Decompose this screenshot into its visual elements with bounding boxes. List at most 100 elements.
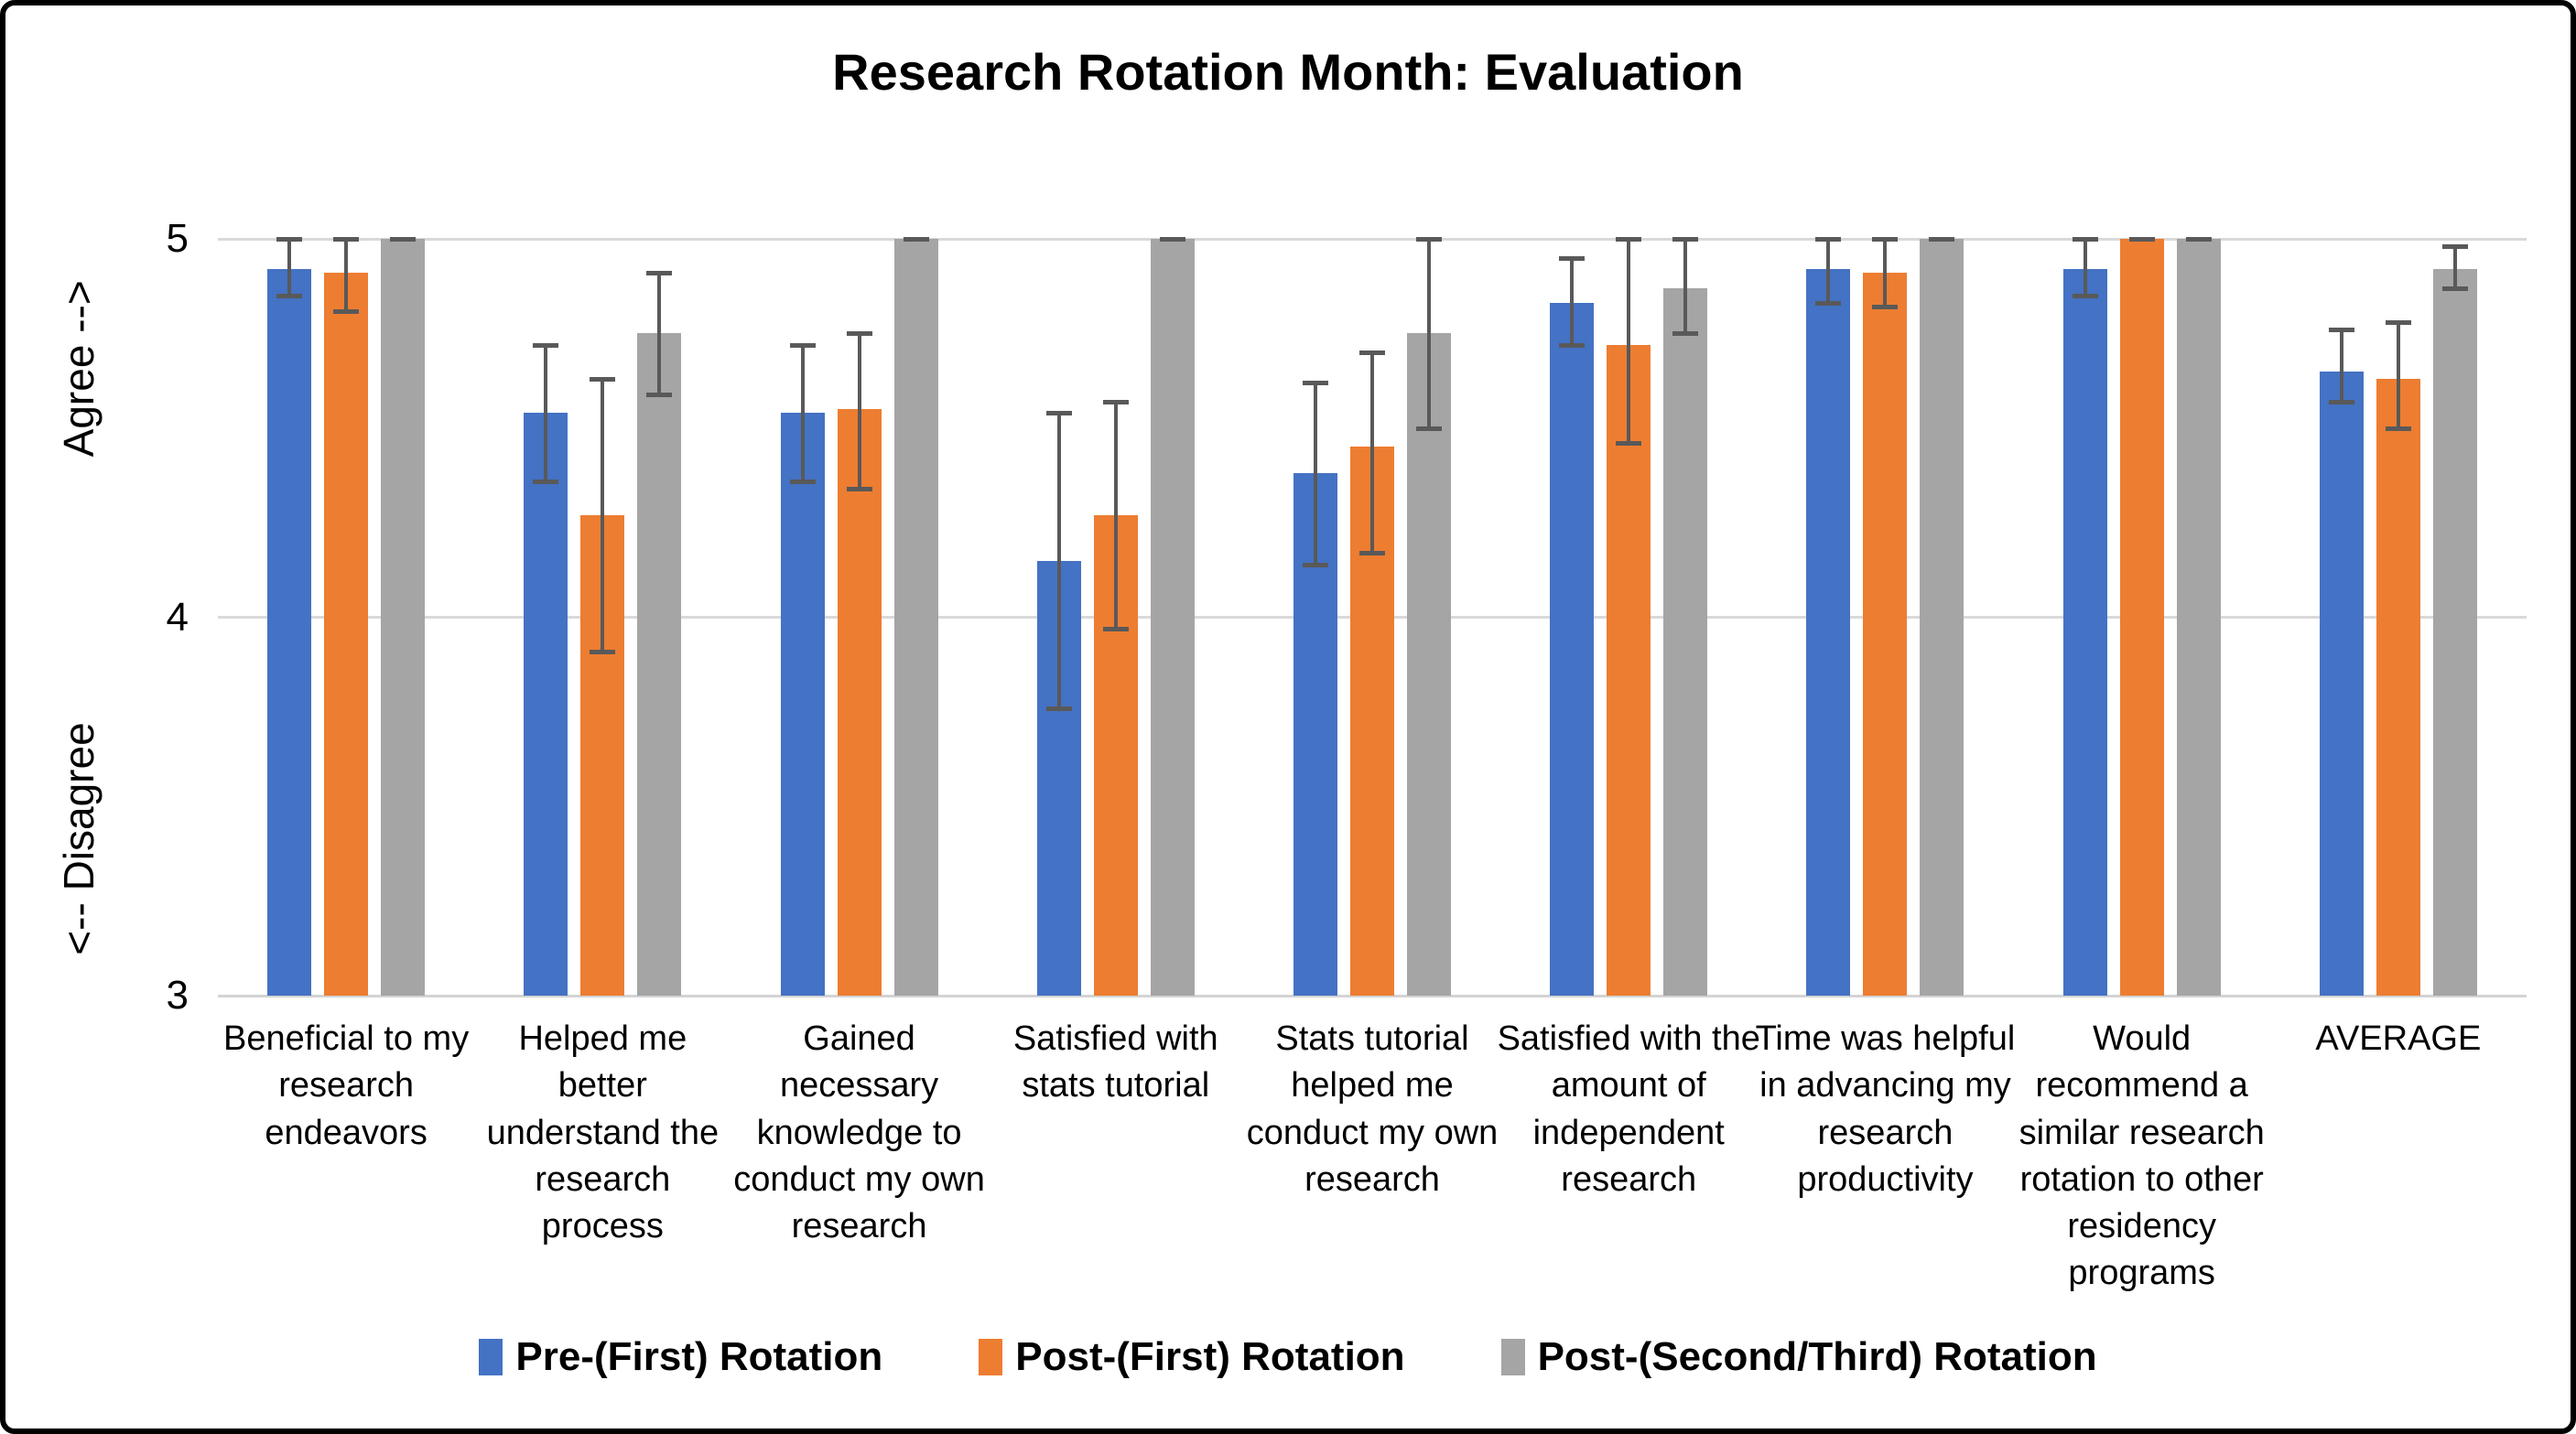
bar-series3-cat9 xyxy=(2432,269,2477,996)
category-label-5: Stats tutorial helped me conduct my own … xyxy=(1246,1019,1499,1199)
error-bar-cap-bottom xyxy=(903,237,929,242)
error-bar-cap-bottom xyxy=(333,308,360,314)
category-label-1: Beneficial to my research endeavors xyxy=(222,1019,470,1152)
error-bar-cap-bottom xyxy=(2185,237,2212,242)
error-bar-line xyxy=(1883,239,1888,307)
error-bar-cap-top xyxy=(590,377,616,382)
error-bar-cap-bottom xyxy=(1359,551,1385,556)
bar-series1-cat8 xyxy=(2062,269,2107,996)
bar-series2-cat9 xyxy=(2376,379,2420,996)
bar-series1-cat9 xyxy=(2319,371,2364,996)
bar-series3-cat6 xyxy=(1663,287,1708,996)
bar-series1-cat7 xyxy=(1806,269,1851,996)
error-bar-cap-bottom xyxy=(1159,237,1185,242)
error-bar-cap-bottom xyxy=(390,237,417,242)
error-bar-cap-bottom xyxy=(1303,562,1328,567)
error-bar-cap-top xyxy=(533,342,559,348)
error-bar-cap-top xyxy=(646,271,673,276)
error-bar-cap-top xyxy=(1416,237,1442,242)
error-bar-cap-bottom xyxy=(846,486,872,491)
bar-series2-cat8 xyxy=(2119,239,2164,996)
error-bar-cap-bottom xyxy=(1872,305,1899,310)
legend-item-post-first: Post-(First) Rotation xyxy=(979,1334,1405,1380)
legend-label-post-second-third: Post-(Second/Third) Rotation xyxy=(1537,1334,2097,1379)
legend-label-pre-first: Pre-(First) Rotation xyxy=(515,1334,883,1379)
error-bar-cap-top xyxy=(1102,399,1129,404)
y-tick-label-5: 5 xyxy=(166,216,189,261)
error-bar-line xyxy=(1570,257,1575,345)
legend-item-post-second-third: Post-(Second/Third) Rotation xyxy=(1500,1334,2097,1380)
error-bar-cap-bottom xyxy=(1929,237,1955,242)
gridline-3-baseline xyxy=(218,995,2527,997)
y-tick-label-3: 3 xyxy=(166,973,189,1018)
bar-series3-cat4 xyxy=(1150,239,1195,996)
error-bar-line xyxy=(1314,383,1317,565)
bar-series2-cat3 xyxy=(837,409,882,996)
error-bar-cap-bottom xyxy=(1102,626,1129,631)
category-label-9: AVERAGE xyxy=(2315,1019,2482,1058)
bar-series3-cat3 xyxy=(893,239,938,996)
error-bar-line xyxy=(2339,329,2343,402)
y-axis-title-agree: Agree --> xyxy=(55,279,103,457)
error-bar-line xyxy=(2083,239,2087,296)
chart-title: Research Rotation Month: Evaluation xyxy=(832,43,1744,101)
error-bar-cap-bottom xyxy=(646,392,673,397)
error-bar-line xyxy=(1427,239,1431,428)
error-bar-line xyxy=(1826,239,1831,304)
category-axis: Beneficial to my research endeavors Help… xyxy=(218,1016,2527,1298)
bar-series3-cat5 xyxy=(1407,333,1451,996)
error-bar-line xyxy=(1627,239,1631,444)
error-bar-cap-bottom xyxy=(1616,441,1642,447)
error-bar-line xyxy=(800,344,805,481)
error-bar-cap-top xyxy=(1672,237,1699,242)
error-bar-line xyxy=(544,344,548,481)
error-bar-cap-bottom xyxy=(1815,301,1842,307)
error-bar-line xyxy=(657,273,662,394)
legend-item-pre-first: Pre-(First) Rotation xyxy=(479,1334,882,1380)
error-bar-cap-bottom xyxy=(1045,706,1072,711)
y-axis-ticks: 5 4 3 xyxy=(106,216,189,1018)
legend-marker-blue-icon xyxy=(479,1339,503,1375)
error-bar-line xyxy=(1683,239,1688,334)
category-label-6: Satisfied with the amount of independent… xyxy=(1497,1019,1760,1199)
category-label-7: Time was helpful in advancing my researc… xyxy=(1755,1019,2016,1199)
error-bar-line xyxy=(857,333,861,489)
error-bar-cap-top xyxy=(1045,411,1072,416)
gridline-5 xyxy=(218,238,2527,241)
error-bar-cap-top xyxy=(276,237,303,242)
error-bar-cap-bottom xyxy=(1559,342,1586,348)
error-bar-cap-top xyxy=(2072,237,2098,242)
error-bar-cap-bottom xyxy=(1672,331,1699,337)
category-label-4: Satisfied with stats tutorial xyxy=(1012,1019,1218,1105)
error-bar-cap-top xyxy=(1303,381,1328,386)
category-label-3: Gained necessary knowledge to conduct my… xyxy=(733,1019,985,1246)
error-bar-cap-bottom xyxy=(2441,286,2468,291)
error-bar-line xyxy=(344,239,349,311)
y-tick-label-4: 4 xyxy=(166,594,189,640)
error-bar-cap-bottom xyxy=(590,649,616,654)
bar-series3-cat7 xyxy=(1920,239,1964,996)
error-bar-cap-top xyxy=(2441,244,2468,250)
bar-series2-cat6 xyxy=(1607,344,1651,996)
legend: Pre-(First) Rotation Post-(First) Rotati… xyxy=(5,1334,2571,1380)
error-bar-line xyxy=(287,239,292,296)
bar-series1-cat3 xyxy=(780,413,825,996)
category-label-2: Helped me better understand the research… xyxy=(486,1019,720,1246)
error-bar-cap-bottom xyxy=(276,294,303,298)
y-axis-title-disagree: <-- Disagree xyxy=(55,721,103,955)
error-bar-cap-top xyxy=(1616,237,1642,242)
bar-series1-cat2 xyxy=(524,413,568,996)
error-bar-cap-top xyxy=(2328,328,2354,333)
error-bar-line xyxy=(1370,352,1374,554)
error-bar-cap-bottom xyxy=(2128,237,2155,242)
error-bar-cap-top xyxy=(1359,350,1385,355)
error-bar-cap-bottom xyxy=(2328,399,2354,404)
bar-series2-cat7 xyxy=(1863,273,1908,996)
bar-series3-cat8 xyxy=(2176,239,2221,996)
bar-series3-cat2 xyxy=(637,333,682,996)
bar-series1-cat6 xyxy=(1550,303,1595,996)
error-bar-cap-top xyxy=(1815,237,1842,242)
error-bar-cap-top xyxy=(2385,320,2411,325)
legend-marker-orange-icon xyxy=(979,1339,1003,1375)
bar-series2-cat1 xyxy=(324,273,369,996)
